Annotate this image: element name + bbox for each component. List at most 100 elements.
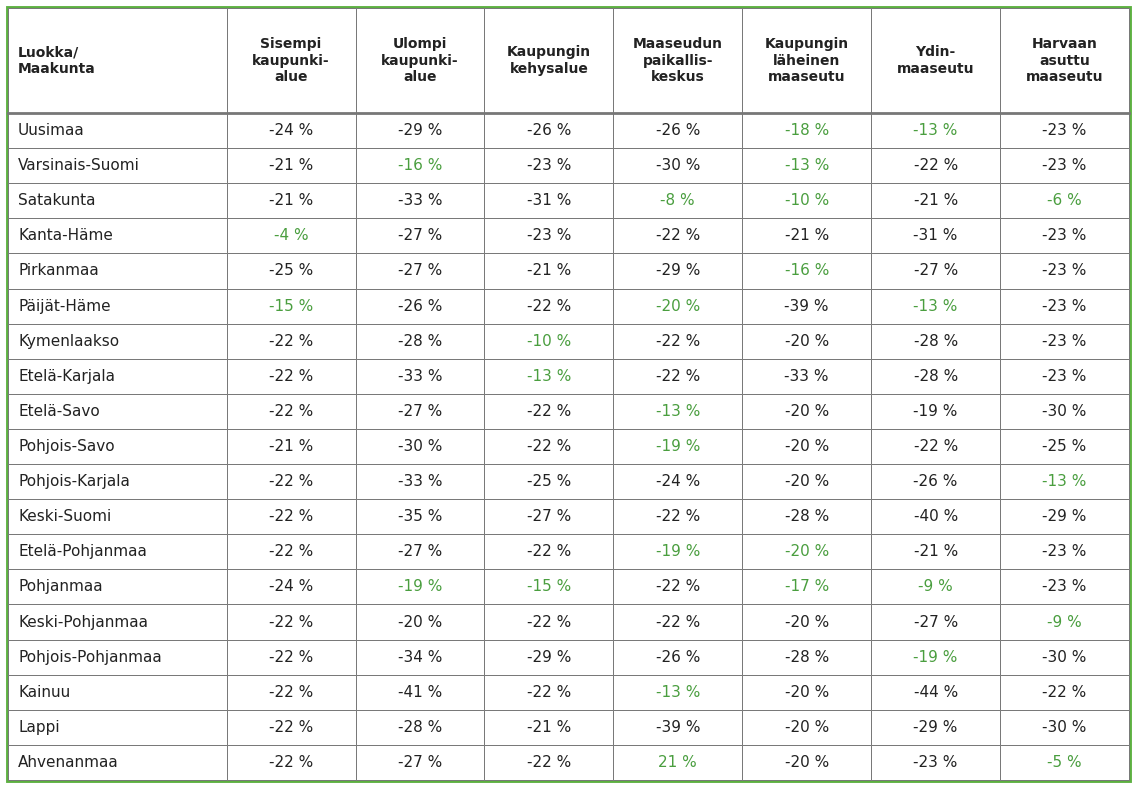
Text: -27 %: -27 % (913, 263, 957, 278)
Text: -28 %: -28 % (913, 333, 957, 348)
Bar (871, 675, 1001, 710)
Bar (742, 640, 871, 675)
Bar (484, 324, 613, 359)
Bar (1001, 429, 1129, 464)
Text: -29 %: -29 % (1043, 509, 1087, 524)
Text: -21 %: -21 % (913, 545, 957, 559)
Bar (226, 254, 356, 288)
Text: -10 %: -10 % (785, 193, 829, 208)
Bar (226, 148, 356, 184)
Text: -22 %: -22 % (526, 439, 571, 454)
Bar (613, 218, 742, 254)
Bar (8, 288, 226, 324)
Bar (226, 499, 356, 534)
Bar (356, 534, 484, 570)
Text: -23 %: -23 % (526, 158, 571, 173)
Text: -22 %: -22 % (269, 404, 313, 419)
Bar (871, 288, 1001, 324)
Text: -30 %: -30 % (656, 158, 700, 173)
Bar (742, 113, 871, 148)
Text: -35 %: -35 % (398, 509, 442, 524)
Text: -23 %: -23 % (1043, 299, 1087, 314)
Text: -23 %: -23 % (1043, 158, 1087, 173)
Bar (356, 675, 484, 710)
Text: -30 %: -30 % (398, 439, 442, 454)
Bar (226, 429, 356, 464)
Text: Luokka/
Maakunta: Luokka/ Maakunta (18, 46, 96, 76)
Bar (226, 745, 356, 780)
Text: -4 %: -4 % (274, 229, 308, 243)
Bar (613, 675, 742, 710)
Bar (1001, 184, 1129, 218)
Text: -22 %: -22 % (656, 509, 700, 524)
Bar (8, 184, 226, 218)
Bar (356, 218, 484, 254)
Text: -22 %: -22 % (269, 509, 313, 524)
Text: -21 %: -21 % (913, 193, 957, 208)
Text: Pirkanmaa: Pirkanmaa (18, 263, 99, 278)
Text: -33 %: -33 % (398, 474, 442, 489)
Bar (8, 113, 226, 148)
Bar (484, 675, 613, 710)
Bar (1001, 113, 1129, 148)
Text: -20 %: -20 % (785, 333, 829, 348)
Bar (8, 464, 226, 499)
Text: Päijät-Häme: Päijät-Häme (18, 299, 110, 314)
Text: Pohjanmaa: Pohjanmaa (18, 579, 102, 594)
Text: -18 %: -18 % (785, 123, 829, 138)
Bar (356, 288, 484, 324)
Text: -20 %: -20 % (785, 545, 829, 559)
Text: -19 %: -19 % (656, 545, 700, 559)
Bar (226, 288, 356, 324)
Bar (742, 534, 871, 570)
Bar (226, 394, 356, 429)
Text: Kymenlaakso: Kymenlaakso (18, 333, 119, 348)
Text: -13 %: -13 % (913, 299, 957, 314)
Bar (871, 534, 1001, 570)
Bar (484, 499, 613, 534)
Text: -5 %: -5 % (1047, 755, 1081, 770)
Bar (1001, 570, 1129, 604)
Bar (613, 710, 742, 745)
Text: -27 %: -27 % (398, 755, 442, 770)
Text: -15 %: -15 % (526, 579, 571, 594)
Bar (742, 710, 871, 745)
Text: Kainuu: Kainuu (18, 685, 70, 700)
Bar (484, 534, 613, 570)
Text: -20 %: -20 % (785, 685, 829, 700)
Text: -20 %: -20 % (785, 720, 829, 735)
Bar (613, 254, 742, 288)
Text: -22 %: -22 % (526, 404, 571, 419)
Text: -23 %: -23 % (1043, 263, 1087, 278)
Bar (484, 570, 613, 604)
Text: -16 %: -16 % (398, 158, 442, 173)
Text: -39 %: -39 % (656, 720, 700, 735)
Text: -20 %: -20 % (785, 404, 829, 419)
Bar (226, 464, 356, 499)
Text: -22 %: -22 % (656, 579, 700, 594)
Text: -23 %: -23 % (1043, 369, 1087, 384)
Text: -28 %: -28 % (913, 369, 957, 384)
Text: -25 %: -25 % (526, 474, 571, 489)
Text: -19 %: -19 % (913, 649, 957, 664)
Text: -44 %: -44 % (913, 685, 957, 700)
Text: -22 %: -22 % (269, 685, 313, 700)
Bar (742, 148, 871, 184)
Text: -26 %: -26 % (398, 299, 442, 314)
Bar (871, 499, 1001, 534)
Bar (871, 640, 1001, 675)
Bar (484, 254, 613, 288)
Text: Kaupungin
läheinen
maaseutu: Kaupungin läheinen maaseutu (765, 37, 849, 84)
Bar (8, 499, 226, 534)
Bar (356, 394, 484, 429)
Bar (8, 604, 226, 640)
Bar (8, 324, 226, 359)
Bar (871, 570, 1001, 604)
Text: Pohjois-Savo: Pohjois-Savo (18, 439, 115, 454)
Text: -8 %: -8 % (661, 193, 695, 208)
Text: -27 %: -27 % (398, 545, 442, 559)
Bar (613, 604, 742, 640)
Text: -6 %: -6 % (1047, 193, 1082, 208)
Bar (871, 394, 1001, 429)
Bar (1001, 359, 1129, 394)
